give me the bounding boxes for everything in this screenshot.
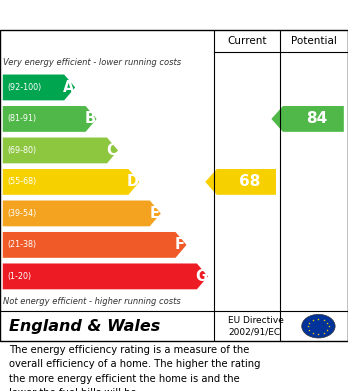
Polygon shape xyxy=(3,264,208,289)
Polygon shape xyxy=(3,201,161,226)
Text: A: A xyxy=(63,80,74,95)
Text: D: D xyxy=(127,174,139,189)
Polygon shape xyxy=(3,232,187,258)
Text: Current: Current xyxy=(227,36,267,46)
Polygon shape xyxy=(271,106,344,132)
Polygon shape xyxy=(3,138,118,163)
Text: (21-38): (21-38) xyxy=(7,240,36,249)
Text: 2002/91/EC: 2002/91/EC xyxy=(228,327,280,336)
Text: B: B xyxy=(85,111,96,126)
Text: England & Wales: England & Wales xyxy=(9,319,160,334)
Polygon shape xyxy=(3,75,75,100)
Text: (81-91): (81-91) xyxy=(7,115,36,124)
Text: Energy Efficiency Rating: Energy Efficiency Rating xyxy=(9,7,219,23)
Text: (55-68): (55-68) xyxy=(7,178,36,187)
Text: Very energy efficient - lower running costs: Very energy efficient - lower running co… xyxy=(3,57,182,66)
Text: F: F xyxy=(175,237,185,253)
Text: (92-100): (92-100) xyxy=(7,83,41,92)
Text: 68: 68 xyxy=(239,174,261,189)
Text: Not energy efficient - higher running costs: Not energy efficient - higher running co… xyxy=(3,297,181,306)
Text: 84: 84 xyxy=(306,111,327,126)
Polygon shape xyxy=(3,169,140,195)
Text: (69-80): (69-80) xyxy=(7,146,36,155)
Polygon shape xyxy=(3,106,97,132)
Text: The energy efficiency rating is a measure of the
overall efficiency of a home. T: The energy efficiency rating is a measur… xyxy=(9,345,260,391)
Text: (1-20): (1-20) xyxy=(7,272,31,281)
Ellipse shape xyxy=(302,314,335,338)
Polygon shape xyxy=(205,169,276,195)
Text: EU Directive: EU Directive xyxy=(228,316,284,325)
Text: G: G xyxy=(195,269,207,284)
Text: E: E xyxy=(149,206,159,221)
Text: (39-54): (39-54) xyxy=(7,209,36,218)
Text: Potential: Potential xyxy=(291,36,337,46)
Text: C: C xyxy=(106,143,117,158)
